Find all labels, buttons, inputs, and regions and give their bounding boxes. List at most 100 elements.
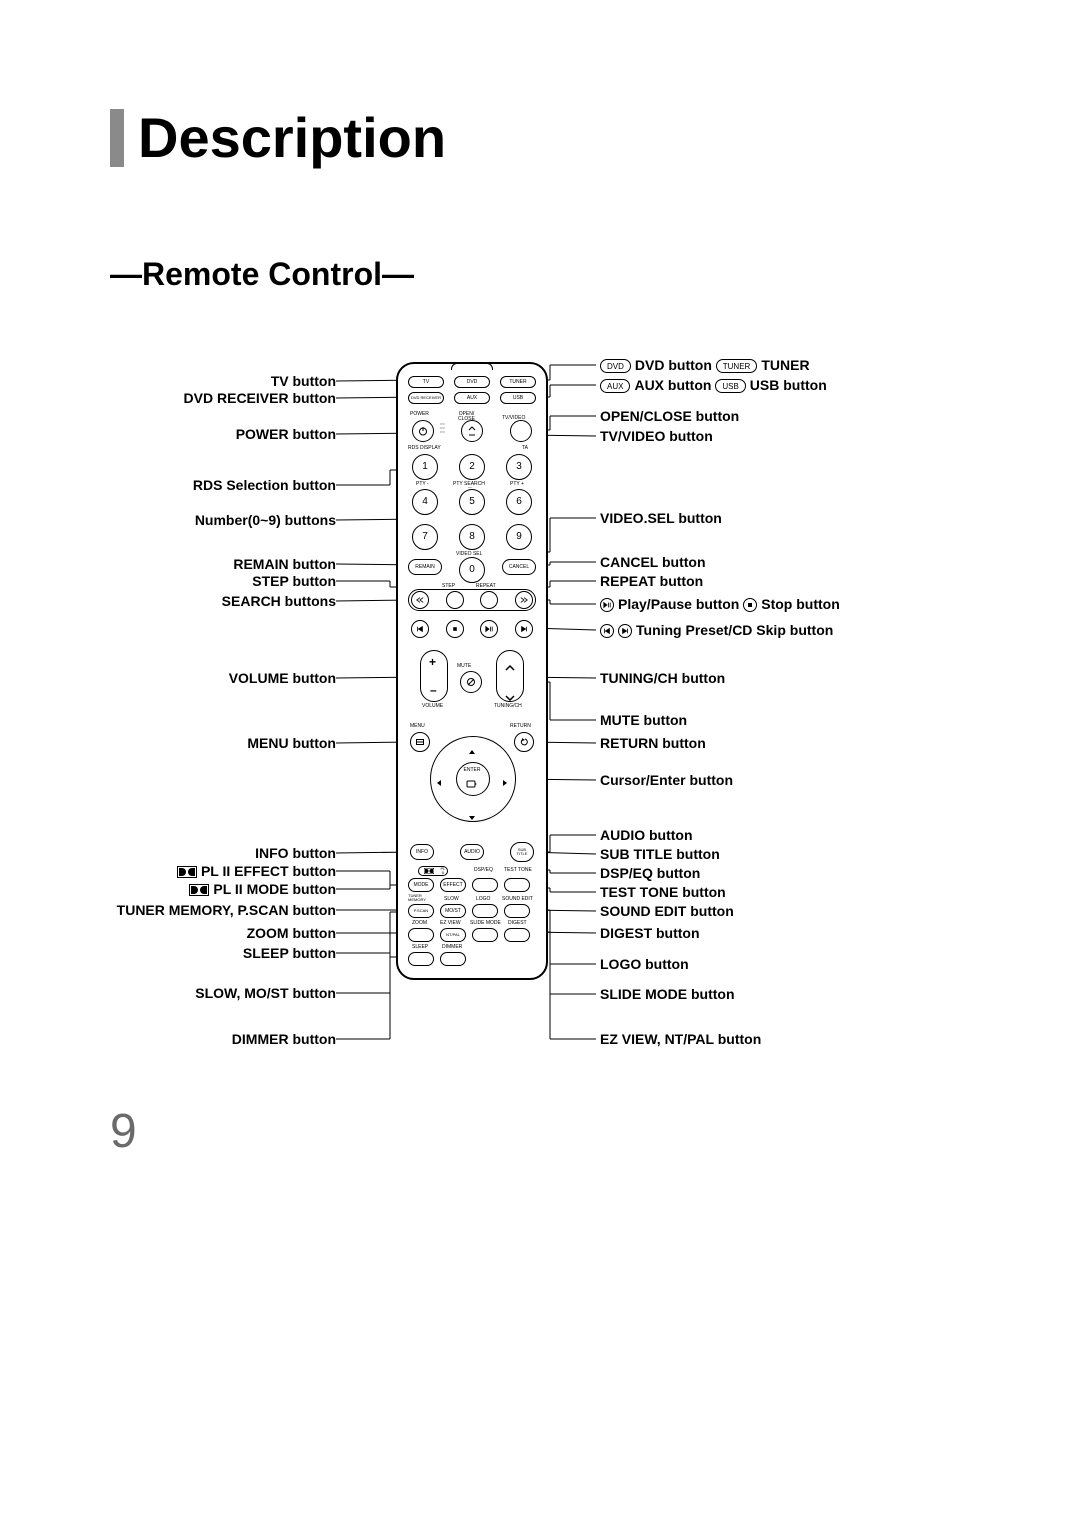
digest-button bbox=[504, 928, 530, 942]
right-callout-label: TEST TONE button bbox=[600, 884, 726, 900]
title-row: Description bbox=[110, 105, 446, 170]
mute-button bbox=[460, 671, 482, 693]
power-dots: ○○○○○○ bbox=[440, 422, 445, 434]
slide-label: SLIDE MODE bbox=[470, 921, 501, 926]
dpad-down-icon bbox=[468, 808, 476, 826]
most-button: MO/ST bbox=[440, 904, 466, 918]
open-close-button bbox=[461, 420, 483, 442]
cancel-button: CANCEL bbox=[502, 559, 536, 575]
pill-label: TUNER bbox=[716, 359, 758, 373]
mode-button: MODE bbox=[408, 878, 434, 892]
subtitle-button: SUB TITLE bbox=[510, 842, 534, 862]
slide-button bbox=[472, 928, 498, 942]
right-callout-label: SOUND EDIT button bbox=[600, 903, 734, 919]
pty-plus: PTY + bbox=[510, 482, 524, 487]
left-callout-label: TUNER MEMORY, P.SCAN button bbox=[117, 902, 336, 918]
right-callout-label: EZ VIEW, NT/PAL button bbox=[600, 1031, 761, 1047]
right-callout-label: DIGEST button bbox=[600, 925, 700, 941]
tuning-label: TUNING/CH bbox=[494, 704, 522, 709]
num-9: 9 bbox=[506, 524, 532, 550]
right-callout-label: MUTE button bbox=[600, 712, 687, 728]
next-icon bbox=[618, 624, 632, 638]
right-callout-label: REPEAT button bbox=[600, 573, 703, 589]
left-callout-label: DVD RECEIVER button bbox=[184, 390, 336, 406]
dvd-button: DVD bbox=[454, 376, 490, 388]
menu-button bbox=[410, 732, 430, 752]
testtone-button bbox=[504, 878, 530, 892]
num-4: 4 bbox=[412, 489, 438, 515]
page-number: 9 bbox=[110, 1104, 137, 1159]
right-callout-label: TUNING/CH button bbox=[600, 670, 725, 686]
step-button bbox=[446, 591, 464, 609]
sound-edit-label: SOUND EDIT bbox=[502, 897, 533, 902]
power-label: POWER bbox=[410, 412, 429, 417]
left-callout-label: PL II MODE button bbox=[189, 881, 336, 897]
tuner-button: TUNER bbox=[500, 376, 536, 388]
left-callout-label: REMAIN button bbox=[233, 556, 336, 572]
sleep-button bbox=[408, 952, 434, 966]
aux-button: AUX bbox=[454, 392, 490, 404]
num-5: 5 bbox=[459, 489, 485, 515]
zoom-label: ZOOM bbox=[412, 921, 427, 926]
right-callout-label: Tuning Preset/CD Skip button bbox=[600, 622, 833, 638]
page-title: Description bbox=[138, 105, 446, 170]
right-callout-label: VIDEO.SEL button bbox=[600, 510, 722, 526]
pscan-button: P.SCAN bbox=[408, 904, 434, 918]
pill-label: USB bbox=[715, 379, 745, 393]
left-callout-label: MENU button bbox=[247, 735, 336, 751]
sleep-label: SLEEP bbox=[412, 945, 428, 950]
num-5-dot: — bbox=[468, 485, 472, 489]
usb-button: USB bbox=[500, 392, 536, 404]
right-callout-label: AUXAUX button USBUSB button bbox=[600, 377, 827, 393]
enter-icon bbox=[466, 775, 478, 793]
tuner-memory-label: TUNER MEMORY bbox=[408, 894, 426, 902]
return-label: RETURN bbox=[510, 724, 531, 729]
return-button bbox=[514, 732, 534, 752]
digest-label: DIGEST bbox=[508, 921, 527, 926]
logo-button bbox=[472, 904, 498, 918]
right-callout-label: OPEN/CLOSE button bbox=[600, 408, 739, 424]
dspeq-button bbox=[472, 878, 498, 892]
dpad-left-icon bbox=[436, 774, 442, 792]
left-callout-label: SLOW, MO/ST button bbox=[195, 985, 336, 1001]
stop-icon bbox=[743, 598, 757, 612]
title-accent-bar bbox=[110, 109, 124, 167]
enter-label: ENTER bbox=[460, 768, 484, 773]
ntpal-button: NT/PAL bbox=[440, 928, 466, 942]
left-callout-label: SEARCH buttons bbox=[222, 593, 336, 609]
page: Description —Remote Control— TV buttonDV… bbox=[0, 0, 1080, 1528]
left-callout-label: DIMMER button bbox=[232, 1031, 336, 1047]
pill-label: DVD bbox=[600, 359, 631, 373]
pill-label: AUX bbox=[600, 379, 630, 393]
audio-button: AUDIO bbox=[460, 844, 484, 860]
tv-button: TV bbox=[408, 376, 444, 388]
tuning-up-icon bbox=[505, 658, 515, 676]
search-fwd bbox=[515, 591, 533, 609]
right-callout-label: Cursor/Enter button bbox=[600, 772, 733, 788]
tvvideo-button bbox=[510, 420, 532, 442]
left-callout-label: PL II EFFECT button bbox=[177, 863, 336, 879]
dimmer-button bbox=[440, 952, 466, 966]
pty-minus: PTY - bbox=[416, 482, 429, 487]
skip-prev bbox=[411, 620, 429, 638]
volume-plus: + bbox=[429, 656, 436, 668]
num-7: 7 bbox=[412, 524, 438, 550]
right-callout-label: SLIDE MODE button bbox=[600, 986, 735, 1002]
right-callout-label: CANCEL button bbox=[600, 554, 706, 570]
right-callout-label: DVDDVD button TUNERTUNER bbox=[600, 357, 810, 373]
right-callout-label: SUB TITLE button bbox=[600, 846, 720, 862]
remain-button: REMAIN bbox=[408, 559, 442, 575]
num-1: 1 bbox=[412, 454, 438, 480]
left-callout-label: INFO button bbox=[255, 845, 336, 861]
sound-edit-button bbox=[504, 904, 530, 918]
dolby-icon bbox=[177, 866, 197, 878]
section-subtitle: —Remote Control— bbox=[110, 256, 414, 293]
num-8: 8 bbox=[459, 524, 485, 550]
left-callout-label: ZOOM button bbox=[247, 925, 336, 941]
left-callout-label: SLEEP button bbox=[243, 945, 336, 961]
volume-label: VOLUME bbox=[422, 704, 443, 709]
info-button: INFO bbox=[410, 844, 434, 860]
left-callout-label: RDS Selection button bbox=[193, 477, 336, 493]
right-callout-label: LOGO button bbox=[600, 956, 689, 972]
dvd-receiver-button: DVD RECEIVER bbox=[408, 392, 444, 404]
